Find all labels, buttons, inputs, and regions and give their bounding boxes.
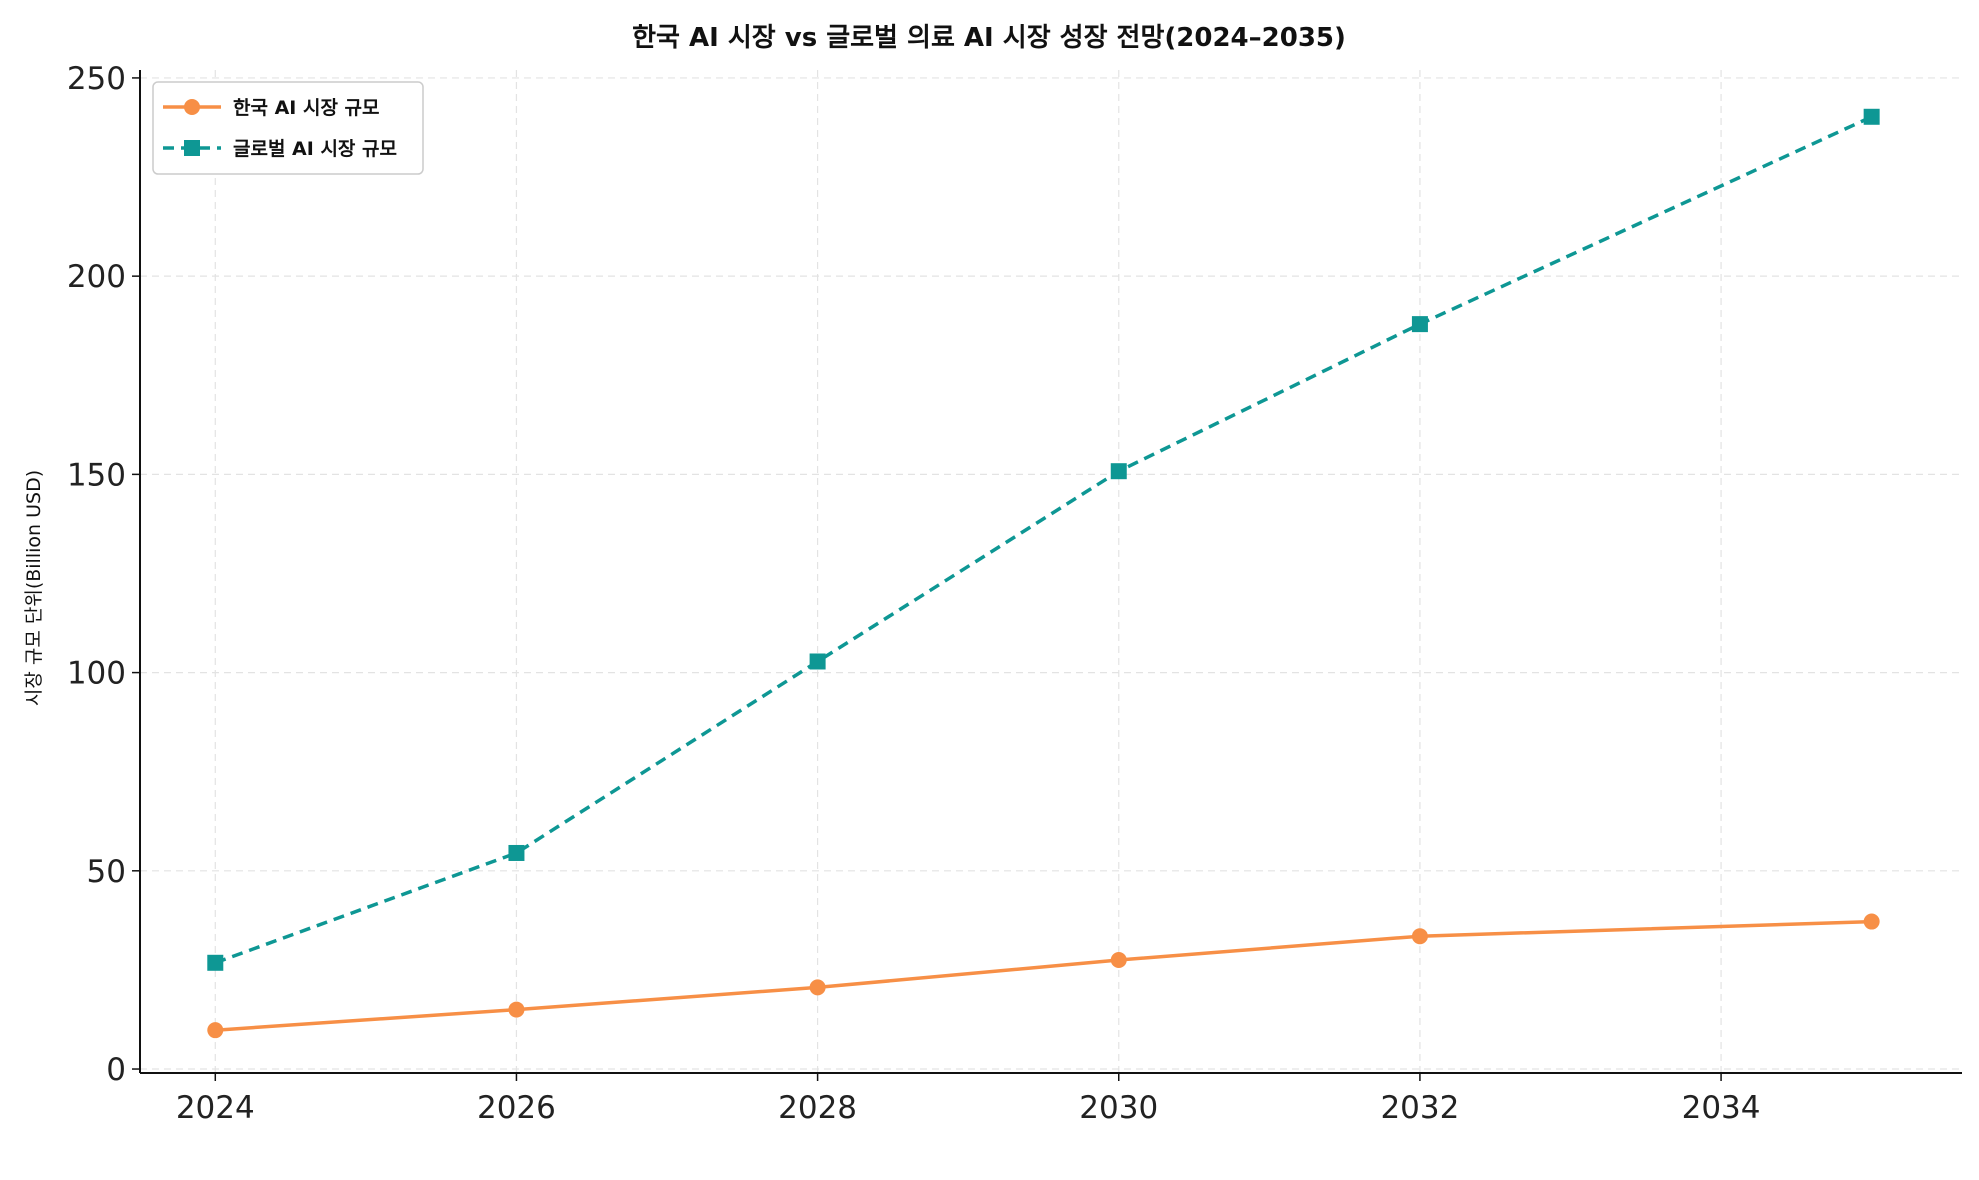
data-point-circle	[1863, 913, 1880, 930]
y-tick-label: 50	[87, 854, 126, 890]
y-tick-label: 200	[67, 259, 126, 295]
data-point-circle	[207, 1022, 224, 1039]
y-tick-label: 150	[67, 457, 126, 493]
grid-layer	[140, 70, 1962, 1073]
data-point-circle	[1110, 952, 1127, 969]
data-point-circle	[809, 979, 826, 996]
data-point-square	[207, 954, 224, 971]
x-tick-label: 2028	[778, 1090, 857, 1126]
legend-marker-circle	[184, 99, 200, 115]
data-point-circle	[508, 1001, 525, 1018]
y-tick-label: 100	[67, 656, 126, 692]
x-tick-label: 2024	[176, 1090, 255, 1126]
x-tick-label: 2034	[1682, 1090, 1761, 1126]
y-tick-label: 250	[67, 61, 126, 97]
legend-box	[152, 81, 424, 175]
data-point-square	[508, 844, 525, 861]
data-point-square	[1411, 316, 1428, 333]
legend-label: 글로벌 AI 시장 규모	[233, 138, 397, 160]
series-line-1	[214, 115, 1873, 965]
series-line-0	[215, 919, 1872, 1032]
x-tick-label: 2026	[477, 1090, 556, 1126]
x-tick-label: 2032	[1380, 1090, 1459, 1126]
x-tick-label: 2030	[1079, 1090, 1158, 1126]
axes-layer: 0 50 100 150 200 250 2024 2026 2028 2030 2032 2034	[67, 61, 1962, 1126]
data-point-square	[1863, 108, 1880, 125]
series-layer	[207, 108, 1880, 1039]
chart-title: 한국 AI 시장 vs 글로벌 의료 AI 시장 성장 전망(2024–2035…	[632, 23, 1346, 53]
y-tick-label: 0	[106, 1052, 126, 1088]
data-point-square	[809, 653, 826, 670]
legend-label: 한국 AI 시장 규모	[233, 97, 380, 119]
y-axis-label: 시장 규모 단위(Billion USD)	[23, 470, 45, 706]
data-point-square	[1110, 463, 1127, 480]
data-point-circle	[1411, 928, 1428, 945]
legend-marker-square	[184, 140, 200, 156]
